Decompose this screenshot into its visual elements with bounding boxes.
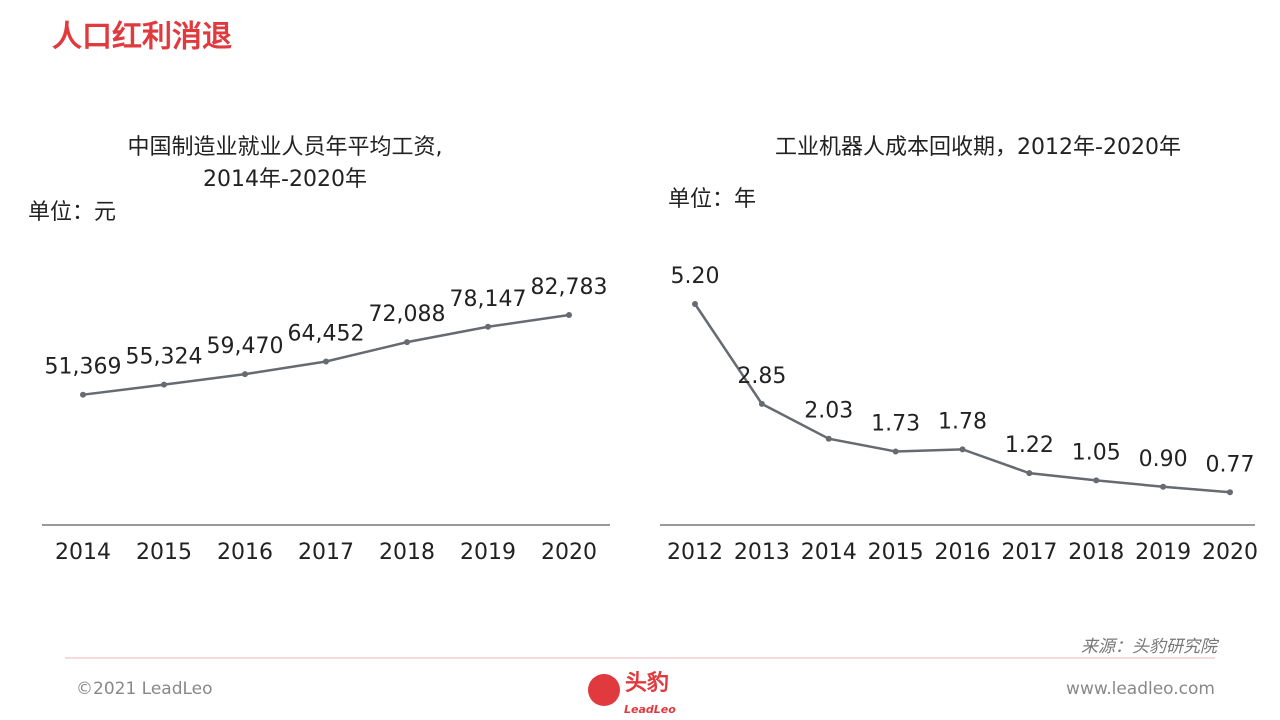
unit-label: 单位：年: [668, 187, 756, 212]
x-tick-label: 2017: [1001, 540, 1057, 565]
value-label: 1.05: [1072, 440, 1121, 465]
x-tick-label: 2016: [217, 540, 273, 565]
x-tick-label: 2015: [136, 540, 192, 565]
marker: [161, 381, 167, 388]
value-label: 51,369: [45, 355, 122, 380]
x-tick-label: 2019: [460, 540, 516, 565]
marker: [1160, 483, 1167, 490]
x-tick-label: 2018: [1068, 540, 1124, 565]
marker: [825, 435, 832, 442]
x-tick-label: 2012: [667, 540, 723, 565]
x-tick-label: 2019: [1135, 540, 1191, 565]
x-tick-label: 2020: [541, 540, 597, 565]
marker: [692, 301, 698, 307]
copyright: ©2021 LeadLeo: [76, 679, 213, 699]
marker: [323, 358, 329, 365]
source: 来源：头豹研究院: [1081, 637, 1220, 657]
chart-title: 2014年-2020年: [203, 167, 367, 192]
marker: [80, 391, 86, 398]
chart-title: 工业机器人成本回收期，2012年-2020年: [775, 135, 1181, 160]
value-label: 59,470: [207, 334, 284, 359]
value-label: 64,452: [288, 322, 365, 347]
x-tick-label: 2014: [55, 540, 111, 565]
unit-label: 单位：元: [28, 200, 116, 225]
value-label: 0.77: [1206, 452, 1255, 477]
value-label: 5.20: [671, 264, 720, 289]
marker: [404, 339, 410, 346]
marker: [566, 312, 572, 318]
value-label: 1.73: [871, 411, 920, 436]
value-label: 55,324: [126, 345, 203, 370]
x-tick-label: 2017: [298, 540, 354, 565]
x-tick-label: 2018: [379, 540, 435, 565]
value-label: 1.78: [938, 409, 987, 434]
value-label: 72,088: [369, 302, 446, 327]
x-tick-label: 2020: [1202, 540, 1258, 565]
value-label: 1.22: [1005, 433, 1054, 458]
marker: [758, 400, 765, 407]
marker: [1026, 470, 1033, 477]
value-label: 82,783: [531, 275, 608, 300]
logo-en: LeadLeo: [624, 703, 676, 716]
x-tick-label: 2013: [734, 540, 790, 565]
x-tick-label: 2015: [868, 540, 924, 565]
x-tick-label: 2014: [801, 540, 857, 565]
logo-cn: 头豹: [625, 670, 669, 696]
value-label: 0.90: [1139, 447, 1188, 472]
marker: [1227, 489, 1233, 496]
x-tick-label: 2016: [935, 540, 991, 565]
page-title: 人口红利消退: [52, 20, 232, 55]
marker: [892, 448, 899, 455]
marker: [242, 371, 248, 378]
marker: [485, 323, 491, 330]
value-label: 2.03: [804, 399, 853, 424]
website: www.leadleo.com: [1066, 679, 1215, 699]
value-label: 2.85: [737, 364, 786, 389]
marker: [1093, 477, 1100, 484]
marker: [959, 446, 966, 453]
chart-title: 中国制造业就业人员年平均工资,: [128, 135, 443, 160]
logo-icon: [588, 674, 620, 706]
value-label: 78,147: [450, 287, 527, 312]
